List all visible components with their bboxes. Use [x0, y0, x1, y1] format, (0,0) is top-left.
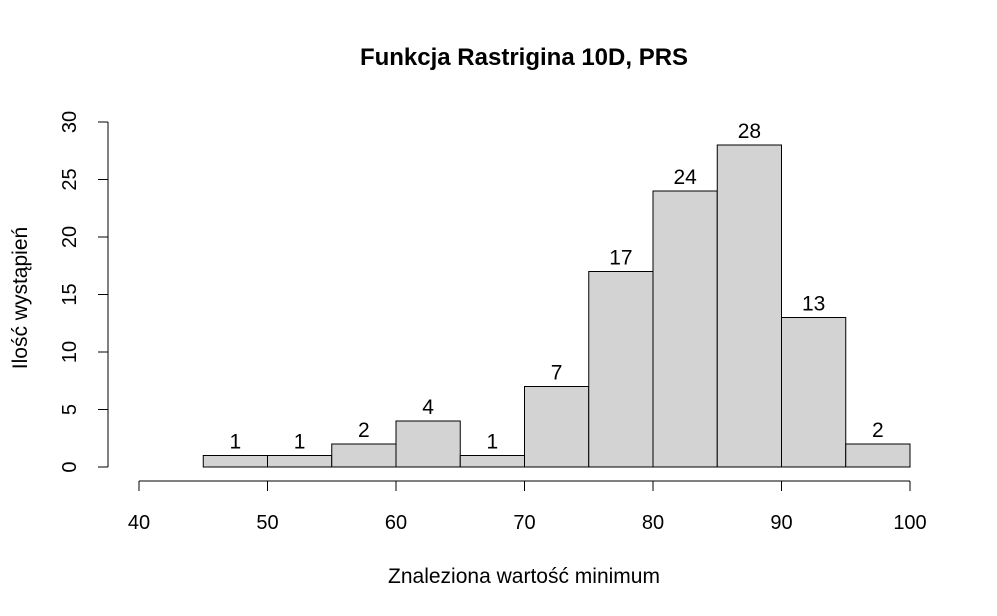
y-tick-label: 5	[59, 404, 81, 415]
x-tick-label: 40	[128, 512, 150, 534]
y-axis: 0 5 10 15 20 25 30	[59, 111, 109, 473]
y-tick-label: 10	[59, 341, 81, 363]
bar-count-label: 2	[872, 419, 884, 442]
x-axis-label: Znaleziona wartość minimum	[388, 565, 660, 588]
histogram-bar	[588, 271, 654, 468]
bar-count-label: 13	[802, 293, 825, 316]
y-tick-label: 20	[59, 226, 81, 248]
y-tick-label: 15	[59, 283, 81, 305]
bar-count-label: 2	[358, 419, 370, 442]
x-tick-label: 80	[642, 512, 664, 534]
x-tick-label: 60	[385, 512, 407, 534]
histogram-bar	[331, 443, 397, 468]
bar-count-label: 1	[294, 431, 306, 454]
x-tick-label: 90	[770, 512, 792, 534]
bar-count-label: 1	[487, 431, 499, 454]
histogram-bar	[395, 420, 461, 468]
histogram-bar	[652, 190, 718, 468]
x-axis: 40 50 60 70 80 90 100	[128, 480, 927, 534]
histogram-bar	[202, 455, 268, 468]
chart-title: Funkcja Rastrigina 10D, PRS	[360, 44, 688, 71]
bar-count-label: 7	[551, 362, 563, 385]
y-tick-label: 30	[59, 111, 81, 133]
y-axis-label: Ilość wystąpień	[9, 227, 32, 369]
histogram-bar	[716, 144, 782, 468]
histogram-bar	[845, 443, 911, 468]
bar-count-label: 4	[422, 396, 434, 419]
histogram-bar	[781, 317, 847, 468]
bar-count-label: 17	[609, 247, 632, 270]
x-tick-label: 70	[513, 512, 535, 534]
y-tick-label: 0	[59, 461, 81, 472]
bar-count-label: 28	[738, 120, 761, 143]
y-tick-label: 25	[59, 168, 81, 190]
bar-count-label: 1	[230, 431, 242, 454]
histogram-bar	[459, 455, 525, 468]
bars-group	[202, 144, 911, 468]
histogram-bar	[267, 455, 333, 468]
bar-count-label: 24	[673, 166, 697, 189]
x-tick-label: 100	[893, 512, 926, 534]
x-tick-label: 50	[256, 512, 278, 534]
histogram-bar	[524, 386, 590, 468]
